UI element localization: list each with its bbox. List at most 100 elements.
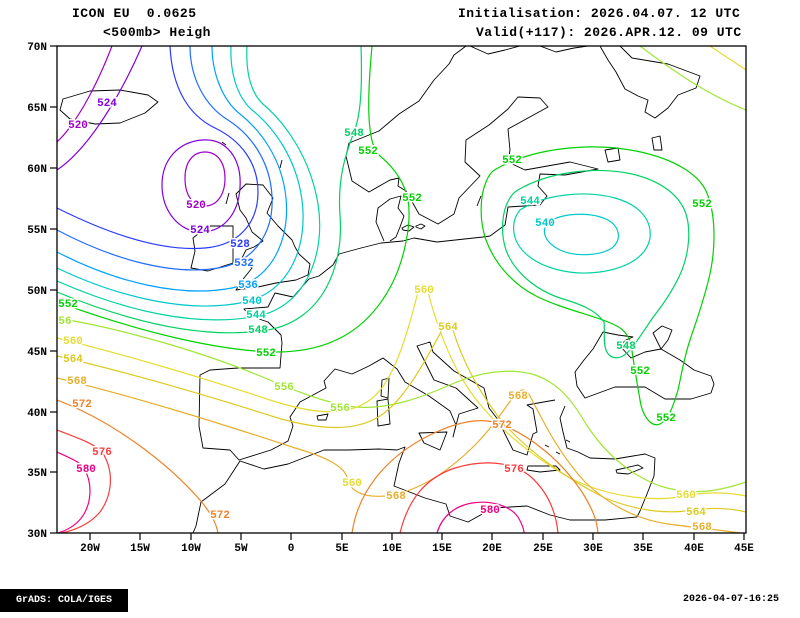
contour-572-libya-high xyxy=(351,420,599,533)
contour-label: 540 xyxy=(242,296,262,308)
x-tick-label: 5W xyxy=(234,543,248,555)
coastlines xyxy=(59,46,715,533)
contour-label: 564 xyxy=(63,354,83,366)
coastline-islands xyxy=(221,46,663,475)
contour-576-libya-high xyxy=(399,462,559,533)
contour-label: 520 xyxy=(186,200,206,212)
contour-label: 552 xyxy=(358,146,378,158)
contour-label: 544 xyxy=(520,196,540,208)
contour-label: 552 xyxy=(402,193,422,205)
x-tick-label: 40E xyxy=(684,543,704,555)
contour-548-east-loop xyxy=(501,169,690,359)
contour-label: 536 xyxy=(238,280,258,292)
field-title: <500mb> Heigh xyxy=(103,25,211,40)
contour-label: 580 xyxy=(480,505,500,517)
contour-label: 528 xyxy=(230,239,250,251)
contour-label: 560 xyxy=(414,285,434,297)
x-tick-label: 15E xyxy=(432,543,452,555)
contour-576-sw-high xyxy=(57,429,111,533)
contour-label: 564 xyxy=(686,507,706,519)
contour-label: 568 xyxy=(386,491,406,503)
contour-560-south xyxy=(57,283,746,500)
contour-568-south xyxy=(57,377,741,533)
contour-580-libya-high xyxy=(436,501,525,533)
contour-label: 552 xyxy=(630,366,650,378)
contour-580-sw-high xyxy=(57,451,91,533)
contour-label-layer: 520 524 548 552 552 552 544 552 520 524 528 532 536 5… xyxy=(57,97,714,534)
x-tick-label: 15W xyxy=(130,543,150,555)
contour-label: 560 xyxy=(676,490,696,502)
coastline-jutland xyxy=(375,195,405,242)
contour-label: 524 xyxy=(190,225,210,237)
coastline-europe-mainland xyxy=(198,46,599,461)
contour-label: 56 xyxy=(58,316,71,328)
contour-532-west xyxy=(57,46,273,271)
contour-label: 548 xyxy=(616,341,636,353)
contour-label: 576 xyxy=(92,447,112,459)
contour-label: 576 xyxy=(504,464,524,476)
map-frame xyxy=(56,45,747,534)
contour-label: 552 xyxy=(656,413,676,425)
contour-label: 568 xyxy=(508,391,528,403)
coastline-kola-white-sea xyxy=(599,46,701,119)
coastline-ireland xyxy=(190,225,234,272)
x-tick-label: 5E xyxy=(335,543,349,555)
contour-556-south xyxy=(57,317,746,493)
x-tick-label: 25E xyxy=(533,543,553,555)
contour-552-east-loop xyxy=(480,146,715,426)
contour-label: 548 xyxy=(344,128,364,140)
contour-564-south xyxy=(57,323,746,513)
contour-536-west xyxy=(57,46,288,292)
contour-label: 556 xyxy=(330,403,350,415)
y-tick-label: 65N xyxy=(27,103,47,115)
contour-528-west xyxy=(57,46,259,250)
x-tick-label: 0 xyxy=(288,543,295,555)
contour-label: 564 xyxy=(438,322,458,334)
contour-560-ne-corner xyxy=(709,46,746,71)
y-tick-label: 40N xyxy=(27,408,47,420)
x-tick-label: 45E xyxy=(734,543,754,555)
contour-label: 572 xyxy=(72,399,92,411)
contour-label: 544 xyxy=(246,310,266,322)
contour-label: 552 xyxy=(256,348,276,360)
x-tick-label: 35E xyxy=(633,543,653,555)
y-axis-ticks: 70N 65N 60N 55N 50N 45N 40N 35N 30N xyxy=(27,42,57,541)
contour-540-west xyxy=(57,46,304,307)
contour-label: 548 xyxy=(248,325,268,337)
init-time-label: Initialisation: 2026.04.07. 12 UTC xyxy=(458,6,741,21)
contour-label: 532 xyxy=(234,258,254,270)
contour-label: 556 xyxy=(274,382,294,394)
y-tick-label: 60N xyxy=(27,164,47,176)
contour-label: 552 xyxy=(58,299,78,311)
coastline-turkey-africa xyxy=(192,405,656,533)
contour-label: 552 xyxy=(502,155,522,167)
contour-572-sw-high xyxy=(57,399,219,533)
contour-label: 552 xyxy=(692,199,712,211)
contour-524-low-scotland xyxy=(161,139,241,233)
x-axis-ticks: 20W 15W 10W 5W 0 5E 10E 15E 20E 25E 30E 35E 40E 45E xyxy=(80,533,754,555)
contour-544-west xyxy=(57,46,321,321)
y-tick-label: 45N xyxy=(27,347,47,359)
contour-540-baltic-low xyxy=(543,213,619,256)
contour-label: 568 xyxy=(692,522,712,534)
contour-label: 524 xyxy=(97,98,117,110)
coastline-great-britain xyxy=(235,183,311,291)
contour-556-ne-corner xyxy=(639,46,746,111)
y-tick-label: 35N xyxy=(27,468,47,480)
contour-label: 540 xyxy=(535,218,555,230)
y-tick-label: 50N xyxy=(27,286,47,298)
contour-label: 560 xyxy=(342,478,362,490)
contour-label: 568 xyxy=(67,376,87,388)
coastline-black-sea xyxy=(574,325,715,400)
contour-524-nw-corner xyxy=(57,46,143,171)
y-tick-label: 55N xyxy=(27,225,47,237)
contour-520-low-scotland xyxy=(184,151,226,207)
contour-520-nw-corner xyxy=(57,46,113,143)
x-tick-label: 20E xyxy=(482,543,502,555)
contour-label: 520 xyxy=(68,120,88,132)
x-tick-label: 10W xyxy=(181,543,201,555)
contour-552-west xyxy=(57,46,410,353)
x-tick-label: 10E xyxy=(382,543,402,555)
